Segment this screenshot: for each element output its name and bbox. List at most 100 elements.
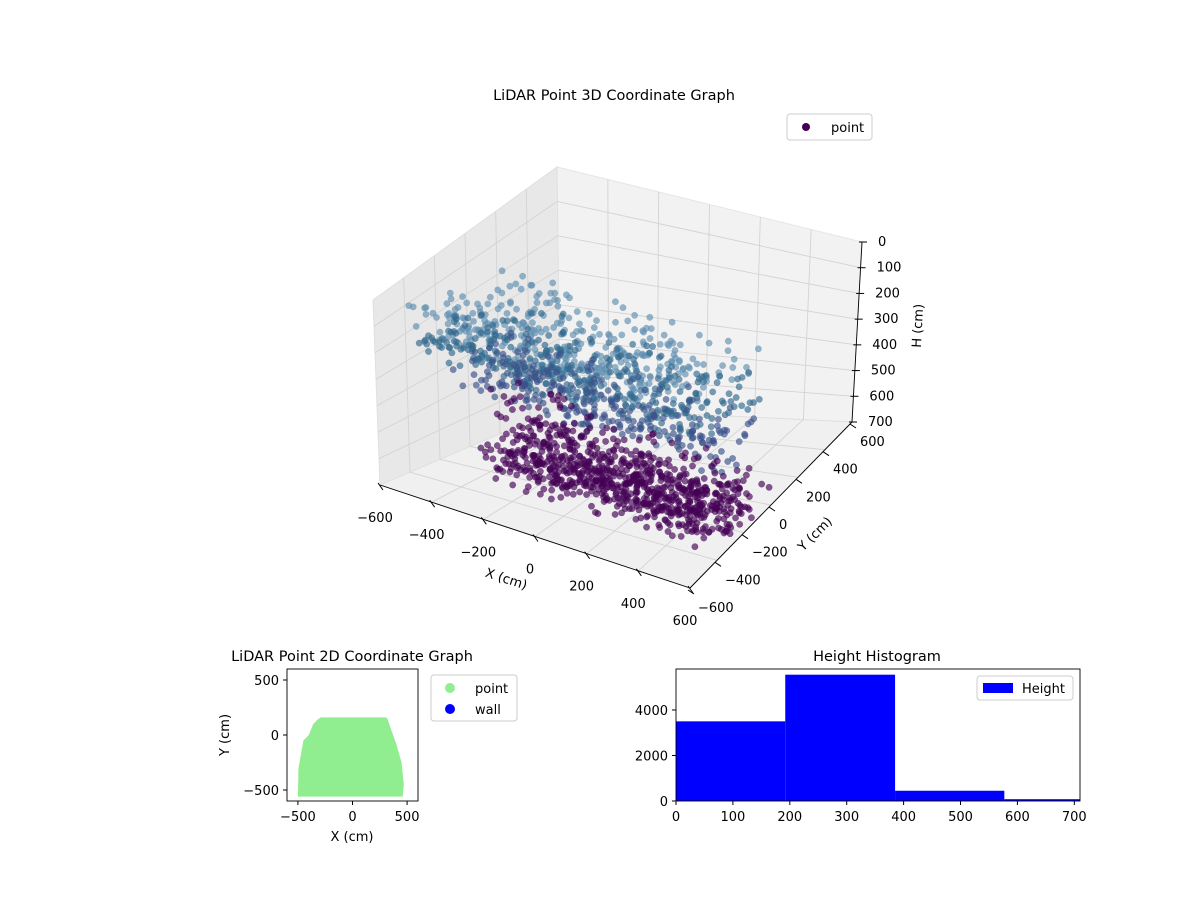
scatter-point-3d [553,351,560,359]
scatter-point-3d [559,310,567,318]
scatter-point-3d [470,317,477,325]
scatter-point-3d [643,485,651,493]
scatter-point-3d [487,446,495,454]
scatter-point-3d [735,438,743,446]
scatter-point-3d [611,298,619,306]
scatter-point-3d [559,421,567,429]
y-axis-label-3d: Y (cm) [795,514,836,555]
scatter-point-3d [598,376,605,384]
scatter-point-3d [548,486,556,494]
scatter-point-3d [719,362,727,370]
scatter-point-3d [724,337,732,345]
scatter-point-3d [502,414,510,422]
scatter-point-3d [513,305,520,313]
scatter-point-3d [663,377,670,385]
scatter-point-3d [487,385,495,393]
scatter-point-3d [747,514,755,522]
scatter-point-3d [684,383,692,391]
scatter-point-3d [522,433,530,441]
scatter-point-3d [563,489,571,497]
scatter-point-3d [587,398,595,406]
x-tick-3d [429,499,436,508]
legend-marker-point-2d [445,683,455,693]
scatter-point-3d [536,473,543,480]
plot-histogram: Height Histogram 0 100 200 300 400 500 600 7000… [635,649,1087,825]
scatter-point-3d [446,289,454,297]
scatter-point-3d [625,462,633,470]
scatter-point-3d [754,345,762,353]
scatter-point-3d [646,470,654,478]
scatter-point-3d [638,350,646,358]
scatter-point-3d [655,366,663,374]
scatter-point-3d [662,516,670,524]
z-tick-label-3d: 100 [877,261,902,276]
scatter-point-3d [445,359,453,367]
scatter-point-3d [531,329,539,337]
scatter-point-3d [687,490,695,498]
scatter-point-3d [522,466,530,474]
scatter-point-3d [503,317,511,325]
scatter-point-3d [554,302,562,310]
scatter-point-3d [468,357,476,365]
y-tick-3d [849,423,857,429]
scatter-point-3d [557,493,565,501]
scatter-point-3d [573,442,581,450]
scatter-point-3d [676,473,683,481]
scatter-point-3d [587,449,595,457]
scatter-point-3d [698,373,706,381]
scatter-point-3d [686,364,693,372]
scatter-point-3d [668,318,676,326]
scatter-point-3d [542,325,550,333]
scatter-point-3d [510,395,518,403]
scatter-point-3d [559,328,567,336]
scatter-point-3d [519,404,526,412]
x-axis-label-2d: X (cm) [331,830,374,845]
scatter-point-3d [646,372,654,380]
scatter-point-3d [669,339,677,347]
scatter-point-3d [484,300,492,308]
x-tick-label-3d: 400 [621,597,646,612]
scatter-point-3d [666,521,674,529]
z-tick-label-3d: 700 [868,415,893,430]
scatter-point-3d [579,327,587,335]
scatter-point-3d [689,462,696,470]
scatter-point-3d [695,331,703,339]
scatter-point-3d [576,488,584,496]
scatter-point-3d [575,452,583,460]
y-tick-label-3d: −400 [725,573,761,588]
scatter-point-3d [634,497,642,504]
scatter-point-3d [637,514,645,522]
scatter-point-3d [601,454,609,462]
scatter-point-3d [610,335,618,343]
x-tick-label-hist: 400 [891,810,916,825]
grid-line [377,338,855,433]
y-tick-3d [795,478,803,484]
scatter-point-3d [668,532,676,540]
scatter-point-3d [683,501,691,509]
scatter-point-3d [626,480,634,487]
scatter-point-3d [539,399,547,407]
scatter-point-3d [506,282,514,290]
scatter-point-3d [634,373,642,381]
scatter-point-3d [429,309,437,317]
scatter-point-3d [494,466,502,473]
scatter-point-3d [549,396,557,404]
scatter-point-3d [548,459,556,467]
scatter-point-3d [711,469,719,477]
scatter-point-3d [646,478,654,486]
scatter-point-3d [493,442,501,450]
plot-3d-title: LiDAR Point 3D Coordinate Graph [493,88,735,104]
scatter-point-3d [514,348,522,356]
scatter-point-3d [553,424,560,432]
scatter-point-3d [510,383,518,391]
scatter-point-3d [539,373,547,381]
scatter-point-3d [612,318,619,326]
scatter-point-3d [472,381,480,389]
z-tick-label-3d: 200 [875,286,900,301]
scatter-point-3d [676,424,684,432]
grid-line [802,229,812,420]
x-tick-3d [377,482,384,491]
scatter-point-3d [715,524,723,532]
z-axis-label-3d: H (cm) [910,304,927,349]
scatter-point-3d [632,447,640,455]
